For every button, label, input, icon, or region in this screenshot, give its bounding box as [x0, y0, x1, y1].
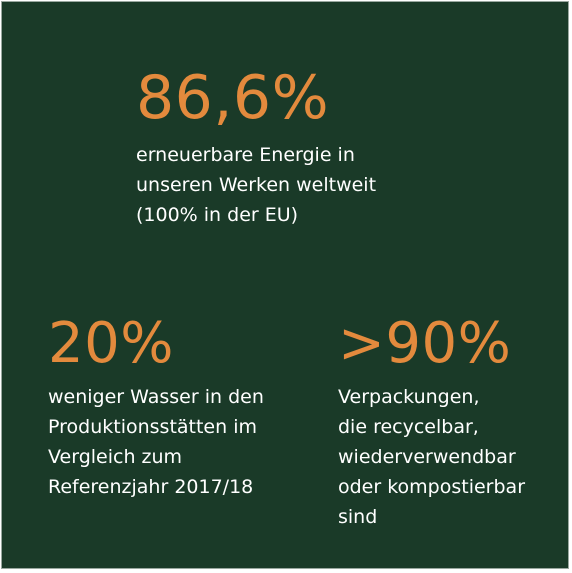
- stat-description-line: erneuerbare Energie in: [136, 144, 355, 166]
- stat-description-line: Vergleich zum: [48, 446, 183, 468]
- stat-value: 20%: [48, 311, 174, 376]
- stat-description-line: (100% in der EU): [136, 204, 299, 226]
- stat-description-line: sind: [338, 506, 378, 528]
- stat-water-reduction: 20% weniger Wasser in den Produktionsstä…: [48, 316, 264, 502]
- stat-description-line: wiederverwendbar: [338, 446, 516, 468]
- stat-description-line: Produktionsstätten im: [48, 416, 257, 438]
- stat-description-line: Verpackungen,: [338, 386, 480, 408]
- stat-recyclable-packaging: >90% Verpackungen, die recycelbar, wiede…: [338, 316, 525, 532]
- stat-description-line: weniger Wasser in den: [48, 386, 264, 408]
- stat-description: erneuerbare Energie in unseren Werken we…: [136, 140, 376, 230]
- stat-description-line: oder kompostierbar: [338, 476, 526, 498]
- stat-description: Verpackungen, die recycelbar, wiederverw…: [338, 382, 525, 532]
- stat-description: weniger Wasser in den Produktionsstätten…: [48, 382, 264, 502]
- stat-description-line: unseren Werken weltweit: [136, 174, 377, 196]
- stat-value: 86,6%: [136, 63, 330, 133]
- stat-renewable-energy: 86,6% erneuerbare Energie in unseren Wer…: [136, 68, 376, 230]
- stat-description-line: die recycelbar,: [338, 416, 479, 438]
- stat-description-line: Referenzjahr 2017/18: [48, 476, 254, 498]
- stat-value: >90%: [338, 311, 512, 376]
